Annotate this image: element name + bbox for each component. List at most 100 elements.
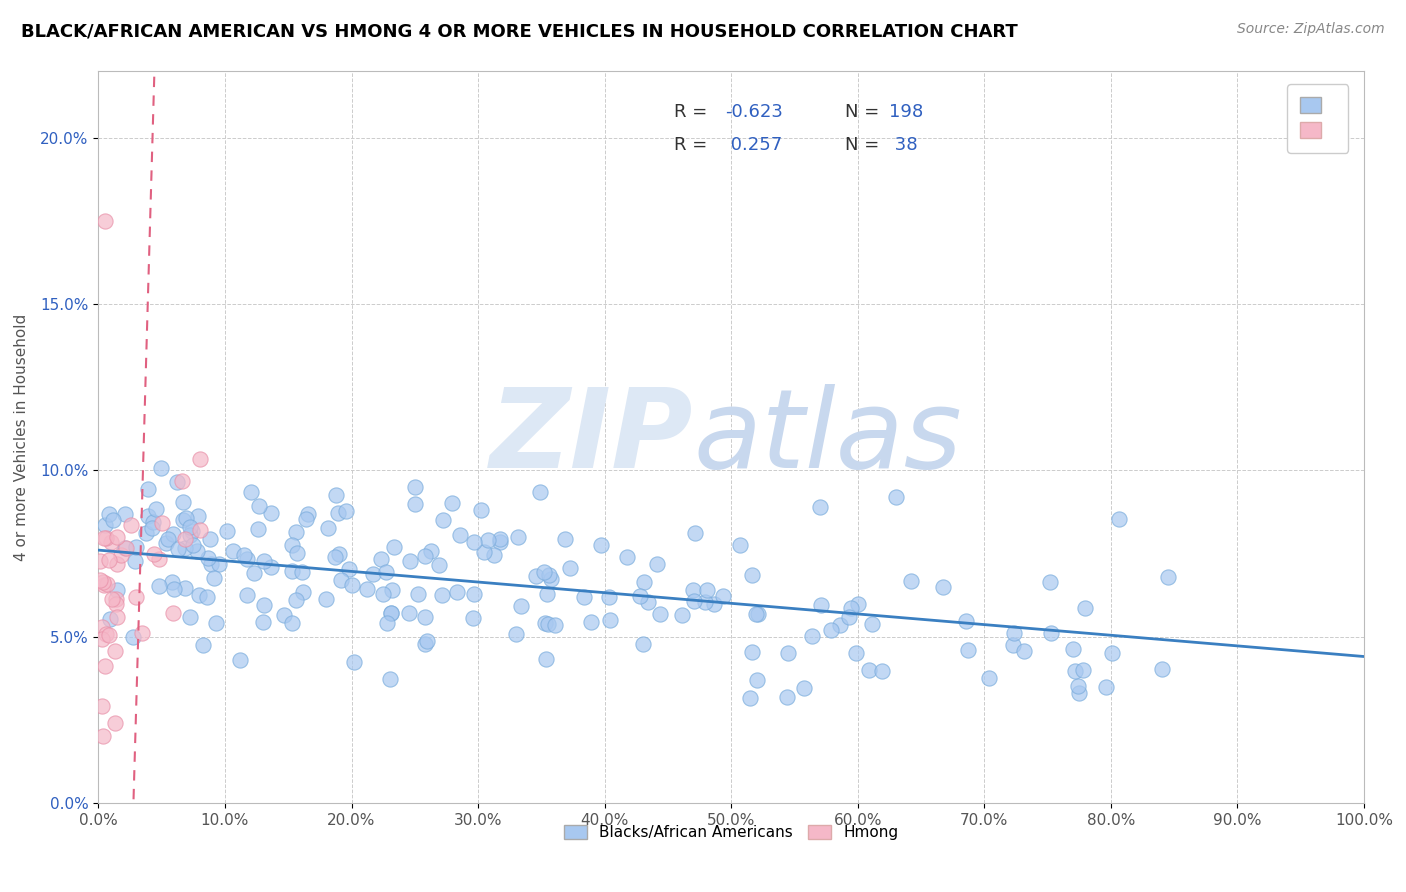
Point (633, 575, 655, 590)
Point (174, 581, 197, 595)
Text: R =: R = (675, 136, 713, 153)
Point (89, 554, 111, 568)
Point (378, 672, 401, 686)
Point (166, 475, 188, 490)
Text: ZIP: ZIP (489, 384, 693, 491)
Point (432, 588, 454, 602)
Point (540, 572, 562, 586)
Point (413, 549, 436, 563)
Point (150, 516, 173, 530)
Point (536, 587, 558, 601)
Point (200, 558, 222, 572)
Text: N =: N = (845, 136, 884, 153)
Point (252, 615, 274, 630)
Point (94, 531, 117, 545)
Point (598, 590, 620, 604)
Point (236, 588, 259, 602)
Point (105, 610, 128, 624)
Point (741, 568, 763, 582)
Point (246, 522, 269, 536)
Point (285, 524, 308, 539)
Point (370, 552, 392, 566)
Text: 0.257: 0.257 (725, 136, 782, 153)
Point (637, 594, 659, 608)
Point (1064, 664, 1087, 678)
Point (253, 553, 276, 567)
Point (616, 549, 638, 564)
Point (713, 589, 735, 603)
Point (215, 524, 238, 539)
Point (419, 543, 441, 558)
Point (488, 532, 510, 546)
Point (820, 623, 842, 637)
Point (839, 600, 862, 615)
Text: 38: 38 (889, 136, 918, 153)
Point (932, 580, 955, 594)
Point (167, 541, 190, 556)
Text: N =: N = (845, 103, 884, 120)
Point (179, 528, 201, 542)
Point (260, 560, 283, 574)
Point (160, 574, 183, 589)
Point (91, 698, 114, 713)
Point (186, 544, 208, 558)
Point (233, 548, 256, 562)
Point (1069, 686, 1091, 700)
Point (335, 504, 357, 518)
Point (373, 587, 395, 601)
Point (156, 532, 179, 546)
Point (179, 520, 201, 534)
Point (163, 582, 186, 597)
Point (745, 607, 768, 622)
Point (104, 592, 127, 607)
Point (292, 585, 315, 599)
Point (120, 518, 142, 533)
Point (281, 564, 304, 578)
Point (208, 558, 231, 572)
Point (404, 497, 426, 511)
Point (89, 573, 111, 587)
Point (645, 557, 668, 571)
Point (281, 615, 304, 630)
Point (105, 557, 128, 571)
Point (1039, 574, 1062, 589)
Point (325, 488, 347, 502)
Point (382, 541, 405, 555)
Point (374, 565, 396, 579)
Point (838, 610, 860, 624)
Text: R =: R = (675, 103, 713, 120)
Point (105, 598, 128, 612)
Point (844, 646, 866, 660)
Point (477, 533, 499, 548)
Point (143, 547, 166, 561)
Point (1002, 626, 1025, 640)
Point (114, 507, 136, 521)
Point (138, 482, 160, 496)
Point (728, 538, 751, 552)
Point (538, 567, 561, 582)
Text: atlas: atlas (693, 384, 962, 491)
Point (124, 554, 146, 568)
Point (380, 606, 402, 620)
Point (323, 549, 346, 564)
Point (242, 566, 264, 580)
Point (979, 671, 1001, 685)
Point (415, 633, 437, 648)
Point (205, 615, 228, 630)
Point (98, 612, 121, 626)
Point (315, 592, 337, 607)
Point (174, 532, 197, 546)
Point (375, 616, 398, 631)
Point (236, 551, 259, 566)
Point (135, 525, 157, 540)
Point (93, 531, 115, 545)
Point (599, 613, 621, 627)
Point (884, 490, 907, 504)
Point (1039, 626, 1062, 640)
Point (105, 530, 128, 544)
Point (846, 597, 869, 611)
Point (155, 536, 177, 550)
Point (337, 562, 360, 576)
Text: BLACK/AFRICAN AMERICAN VS HMONG 4 OR MORE VEHICLES IN HOUSEHOLD CORRELATION CHAR: BLACK/AFRICAN AMERICAN VS HMONG 4 OR MOR… (21, 22, 1018, 40)
Point (776, 646, 799, 660)
